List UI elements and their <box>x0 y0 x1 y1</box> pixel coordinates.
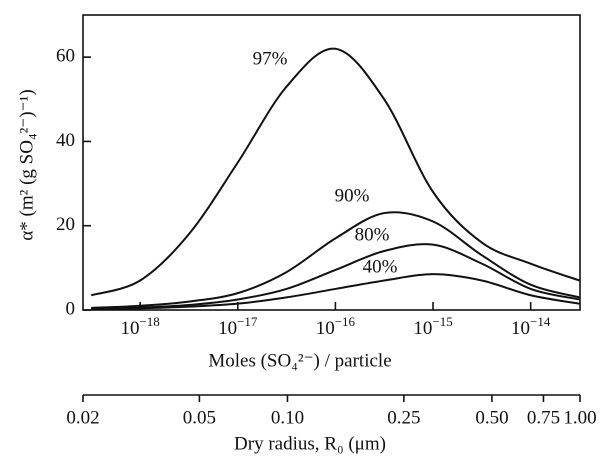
x-tick-label: 10−15 <box>413 314 452 339</box>
y-tick-label: 40 <box>56 130 75 151</box>
x2-tick-label: 0.75 <box>527 407 560 428</box>
y-tick-label: 0 <box>66 298 76 319</box>
series-line <box>91 273 580 311</box>
y-axis-label: α* (m² (g SO₄²⁻)⁻¹) <box>16 89 37 240</box>
series-line <box>91 243 580 310</box>
x-axis-label: Moles (SO₄²⁻) / particle <box>208 350 391 371</box>
x2-axis-label: Dry radius, R₀ (μm) <box>234 433 386 454</box>
series-label: 80% <box>355 224 390 245</box>
series-line <box>90 47 580 297</box>
x-tick-label: 10−16 <box>316 314 356 339</box>
series-label: 97% <box>253 48 288 69</box>
x-tick-label: 10−14 <box>511 314 551 339</box>
y-tick-label: 20 <box>56 214 75 235</box>
x2-tick-label: 0.50 <box>475 407 508 428</box>
series-label: 90% <box>335 185 370 206</box>
y-tick-label: 60 <box>56 46 75 67</box>
plot-frame <box>82 14 581 311</box>
series-label: 40% <box>363 256 398 277</box>
x2-tick-label: 0.02 <box>66 407 99 428</box>
x2-tick-label: 1.00 <box>563 407 596 428</box>
series-line <box>91 211 580 309</box>
x-tick-label: 10−17 <box>218 314 258 339</box>
x-tick-label: 10−18 <box>120 314 159 339</box>
x2-tick-label: 0.05 <box>183 407 216 428</box>
x2-tick-label: 0.10 <box>271 407 304 428</box>
x2-tick-label: 0.25 <box>387 407 420 428</box>
